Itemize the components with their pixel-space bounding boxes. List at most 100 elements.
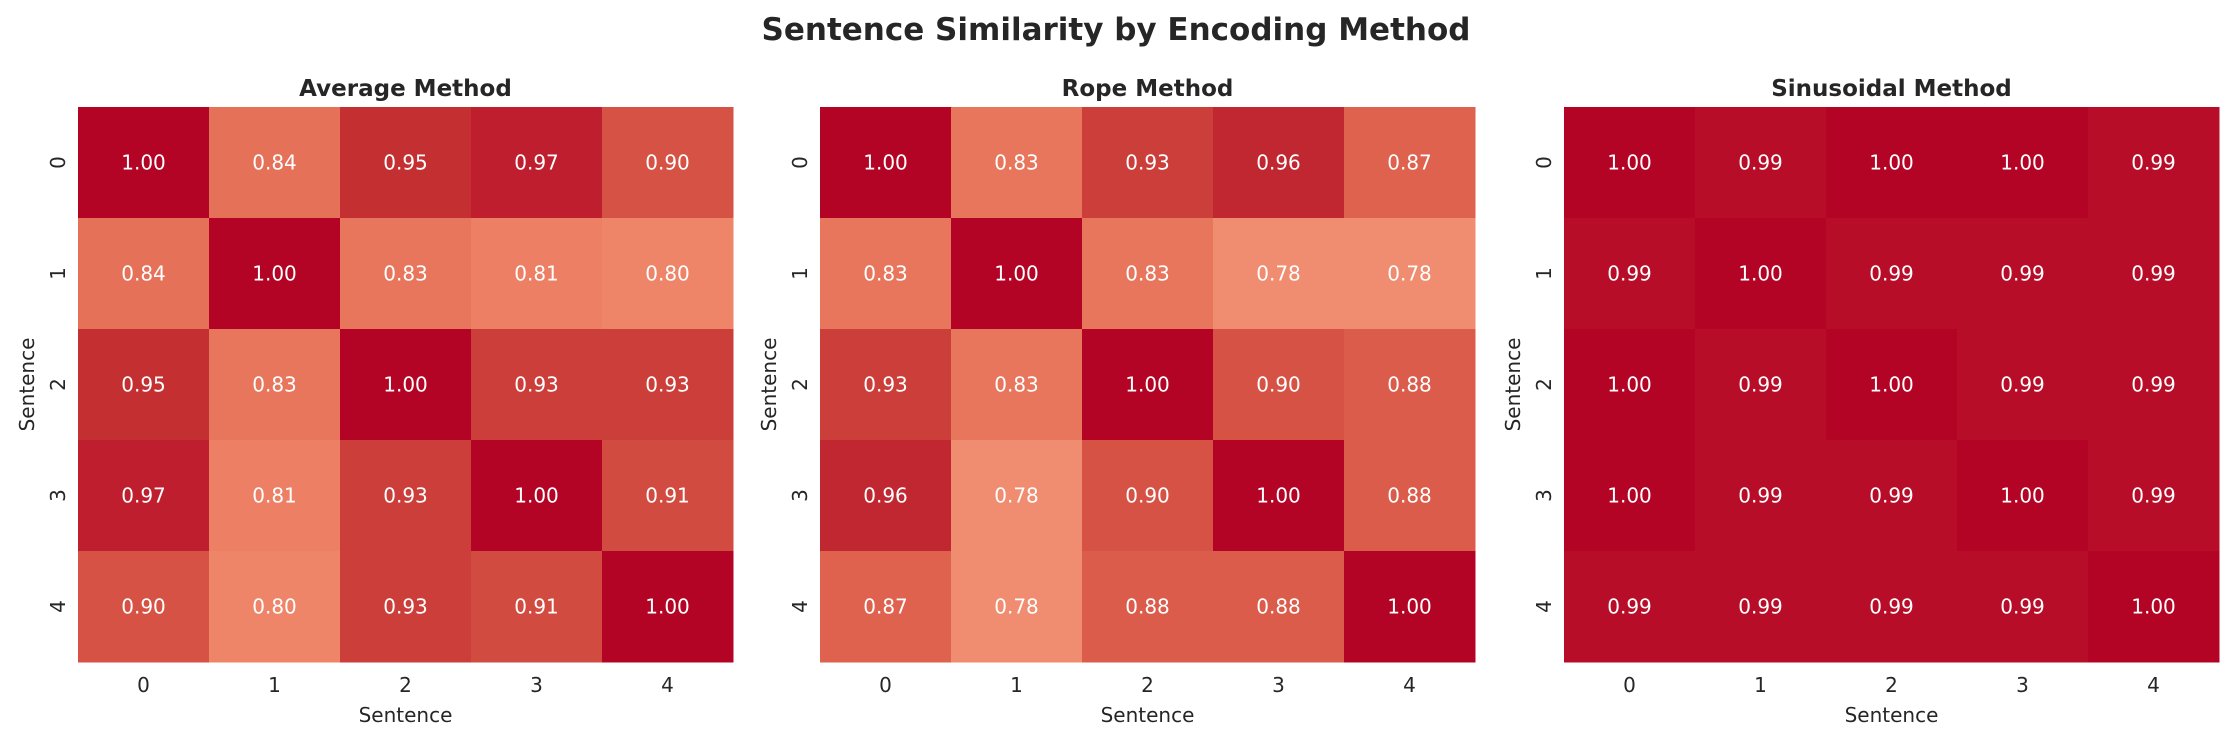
x-tick-label: 3: [2016, 673, 2029, 697]
cell-value-label: 0.78: [1387, 262, 1432, 286]
heatmap-cell: [820, 218, 952, 330]
cell-value-label: 0.93: [514, 373, 559, 397]
cell-value-label: 0.99: [2000, 373, 2045, 397]
cell-value-label: 0.99: [1738, 595, 1783, 619]
heatmap-cell: [1564, 329, 1696, 441]
heatmap-cell: [1213, 551, 1345, 663]
heatmap-cell: [602, 329, 734, 441]
heatmap-cell: [1695, 551, 1827, 663]
cell-value-label: 1.00: [514, 484, 559, 508]
cell-value-label: 0.81: [252, 484, 297, 508]
cell-value-label: 0.88: [1387, 484, 1432, 508]
heatmap-cell: [2088, 107, 2220, 219]
cell-value-label: 0.90: [1256, 373, 1301, 397]
cell-value-label: 0.83: [252, 373, 297, 397]
heatmap-cell: [78, 107, 210, 219]
cell-value-label: 0.83: [994, 373, 1039, 397]
heatmap-cell: [1082, 329, 1214, 441]
y-tick-label: 2: [788, 378, 812, 391]
heatmap-cell: [1344, 440, 1476, 552]
cell-value-label: 1.00: [1256, 484, 1301, 508]
cell-value-label: 1.00: [645, 595, 690, 619]
cell-value-label: 0.88: [1256, 595, 1301, 619]
heatmap-cell: [1082, 107, 1214, 219]
heatmap-cell: [209, 107, 341, 219]
y-axis-label: Sentence: [1501, 338, 1525, 432]
x-tick-label: 4: [661, 673, 674, 697]
heatmap-cell: [820, 551, 952, 663]
y-tick-label: 1: [46, 267, 70, 280]
heatmap-panel-2: Sinusoidal Method 1.00 0.99 1.00 1.00 0.99 0.9…: [1501, 76, 2220, 727]
y-tick-label: 2: [46, 378, 70, 391]
cell-value-label: 1.00: [2131, 595, 2176, 619]
heatmap-cell: [471, 440, 603, 552]
x-axis-label: Sentence: [359, 703, 453, 727]
cell-value-label: 0.93: [645, 373, 690, 397]
heatmap-cell: [1695, 107, 1827, 219]
heatmap-cell: [951, 107, 1083, 219]
x-tick-label: 3: [1272, 673, 1285, 697]
heatmap-cell: [820, 107, 952, 219]
heatmap-cell: [602, 551, 734, 663]
cell-value-label: 1.00: [2000, 484, 2045, 508]
heatmap-cell: [1344, 551, 1476, 663]
heatmap-cell: [1826, 218, 1958, 330]
y-tick-label: 3: [46, 489, 70, 502]
x-tick-label: 1: [268, 673, 281, 697]
y-tick-label: 2: [1532, 378, 1556, 391]
heatmap-cell: [340, 551, 472, 663]
heatmap-cell: [1695, 218, 1827, 330]
heatmap-cell: [209, 551, 341, 663]
cell-value-label: 0.99: [1738, 484, 1783, 508]
heatmap-cell: [1695, 329, 1827, 441]
x-tick-label: 1: [1754, 673, 1767, 697]
cell-value-label: 0.93: [1125, 151, 1170, 175]
cell-value-label: 1.00: [121, 151, 166, 175]
cell-value-label: 0.87: [1387, 151, 1432, 175]
cell-value-label: 0.96: [1256, 151, 1301, 175]
x-tick-label: 2: [1141, 673, 1154, 697]
heatmap-cell: [1695, 440, 1827, 552]
cell-value-label: 0.99: [2000, 595, 2045, 619]
heatmap-cell: [820, 329, 952, 441]
x-tick-label: 2: [399, 673, 412, 697]
panel-title: Average Method: [299, 76, 512, 102]
cell-value-label: 1.00: [994, 262, 1039, 286]
heatmap-cell: [78, 329, 210, 441]
cell-value-label: 0.83: [863, 262, 908, 286]
cell-value-label: 0.87: [863, 595, 908, 619]
cell-value-label: 1.00: [1738, 262, 1783, 286]
cell-value-label: 0.99: [1738, 373, 1783, 397]
heatmap-cell: [471, 218, 603, 330]
heatmap-cell: [78, 218, 210, 330]
cell-value-label: 1.00: [2000, 151, 2045, 175]
cell-value-label: 0.78: [994, 595, 1039, 619]
cell-value-label: 1.00: [383, 373, 428, 397]
heatmap-cell: [78, 440, 210, 552]
heatmap-cell: [1564, 218, 1696, 330]
heatmap-cell: [340, 107, 472, 219]
x-axis-label: Sentence: [1101, 703, 1195, 727]
cell-value-label: 0.97: [514, 151, 559, 175]
heatmap-cell: [209, 218, 341, 330]
cell-value-label: 0.99: [1607, 595, 1652, 619]
x-axis-label: Sentence: [1845, 703, 1939, 727]
y-tick-label: 4: [46, 600, 70, 613]
cell-value-label: 0.99: [2000, 262, 2045, 286]
heatmap-cell: [471, 551, 603, 663]
heatmap-cell: [1344, 107, 1476, 219]
heatmap-cell: [2088, 551, 2220, 663]
cell-value-label: 0.88: [1125, 595, 1170, 619]
cell-value-label: 0.90: [1125, 484, 1170, 508]
cell-value-label: 0.83: [994, 151, 1039, 175]
heatmap-cell: [951, 551, 1083, 663]
heatmap-cell: [1957, 107, 2089, 219]
heatmap-cell: [1082, 440, 1214, 552]
cell-value-label: 0.97: [121, 484, 166, 508]
x-tick-label: 0: [879, 673, 892, 697]
heatmap-cell: [1826, 440, 1958, 552]
cell-value-label: 0.84: [121, 262, 166, 286]
x-tick-label: 3: [530, 673, 543, 697]
cell-value-label: 0.83: [383, 262, 428, 286]
cell-value-label: 0.99: [1607, 262, 1652, 286]
